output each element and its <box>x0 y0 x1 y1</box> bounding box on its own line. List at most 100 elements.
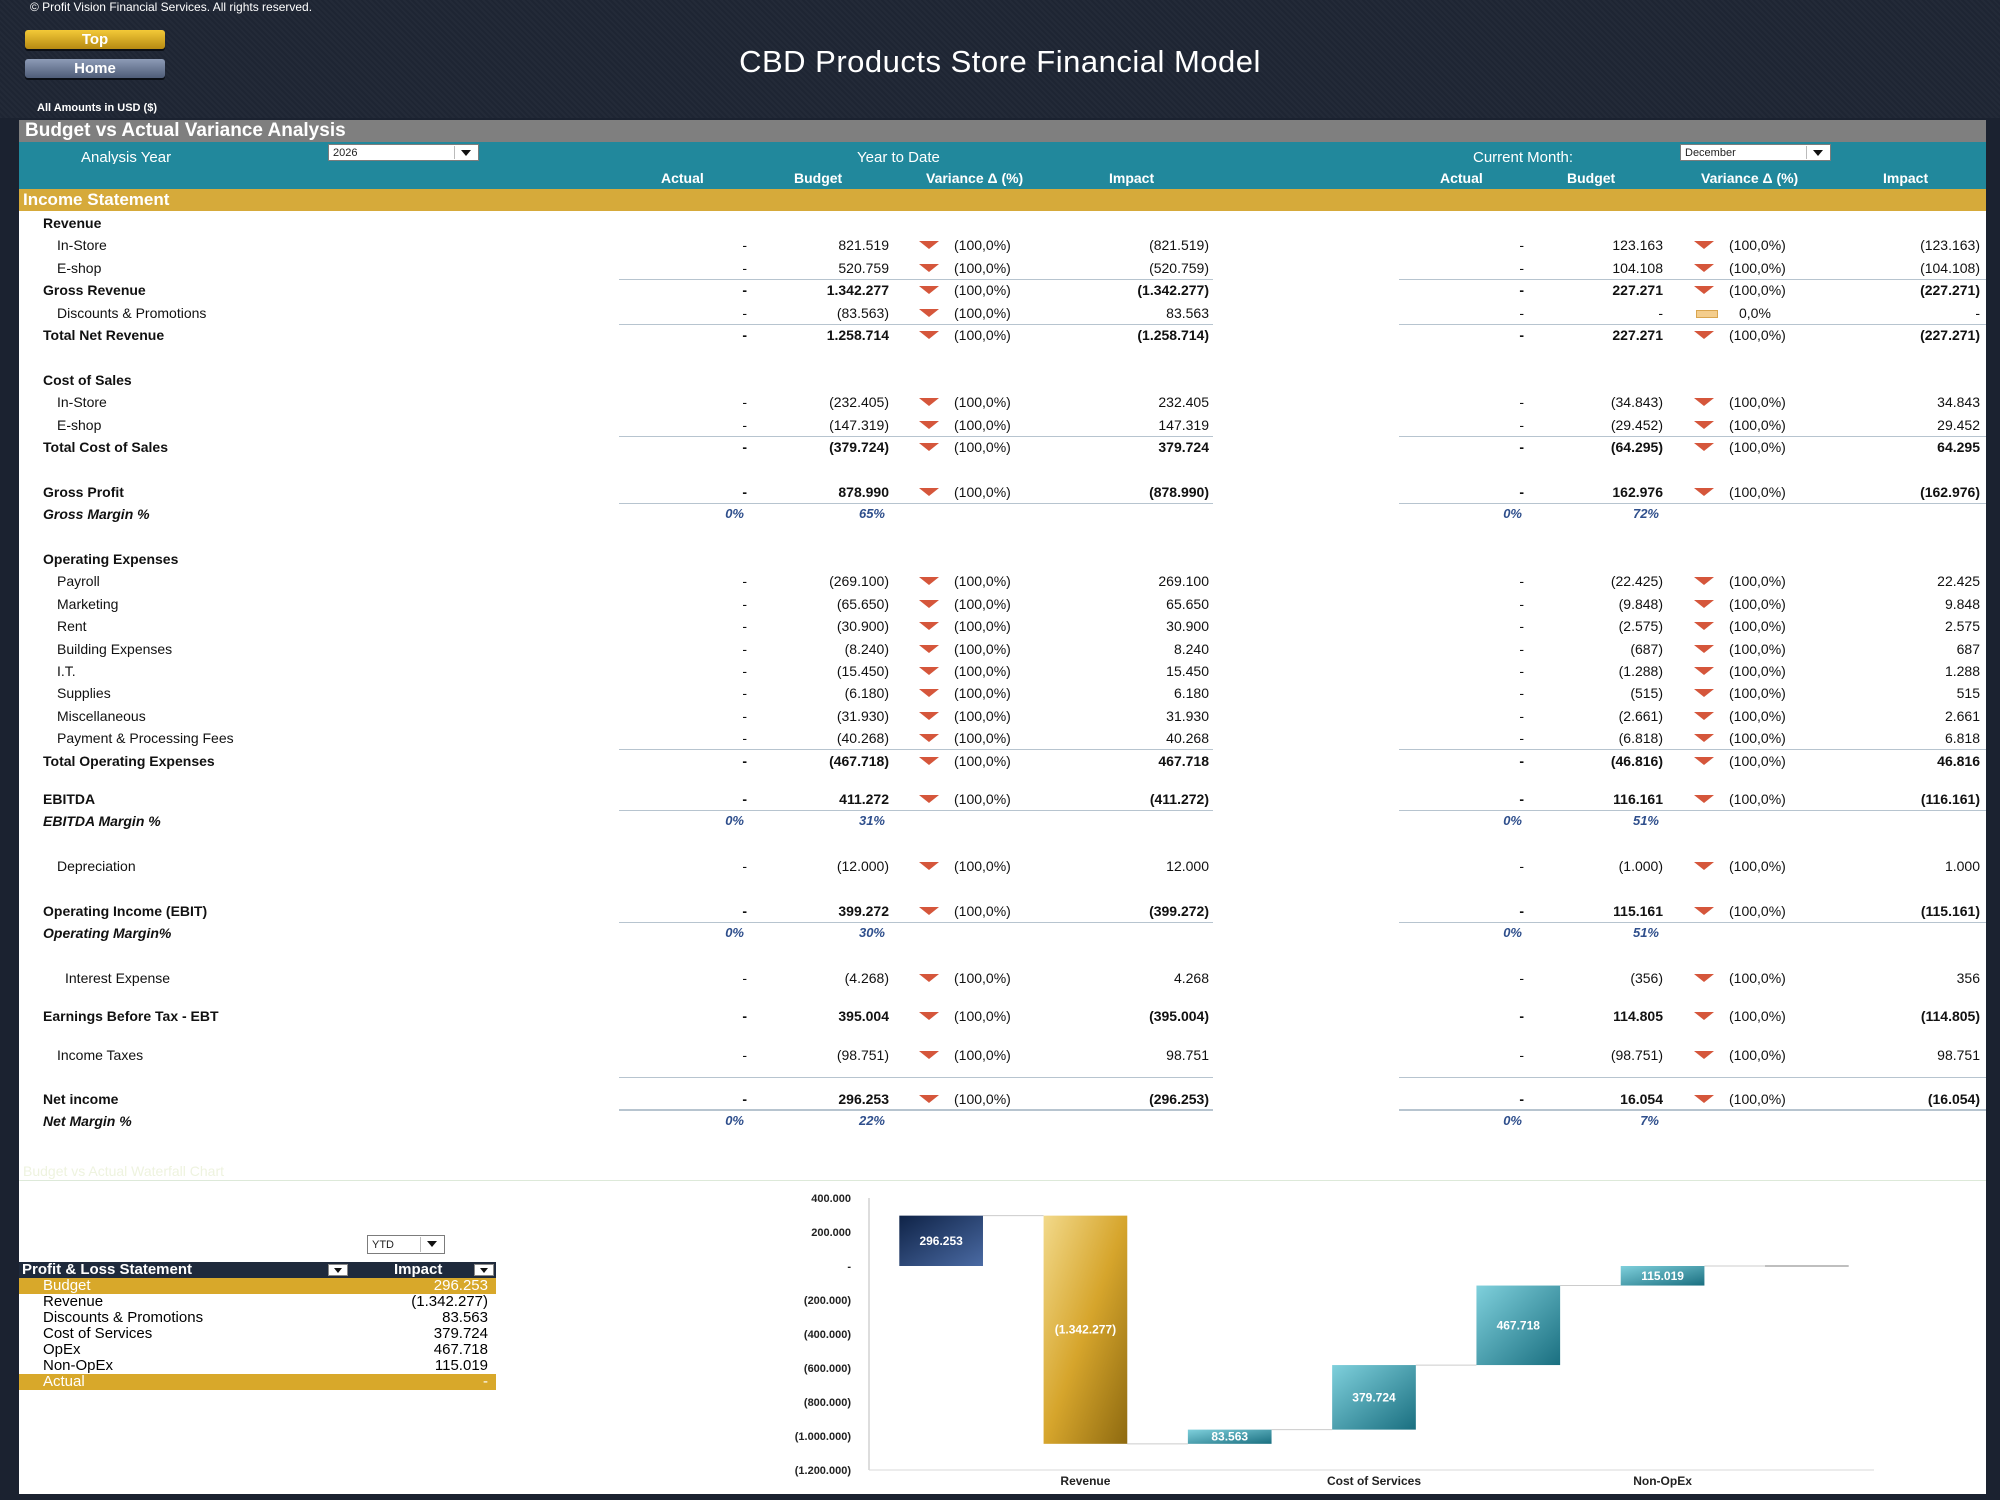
month-actual-value: - <box>1519 483 1524 500</box>
down-arrow-icon <box>1694 599 1714 608</box>
ytd-budget-value: (98.751) <box>836 1046 889 1063</box>
row-label: Revenue <box>43 215 102 231</box>
ytd-impact-value: 98.751 <box>1166 1046 1209 1063</box>
row-divider <box>1399 278 1986 280</box>
ytd-actual-value: - <box>742 1008 747 1025</box>
ytd-variance-value: (100,0%) <box>954 595 1011 612</box>
month-budget-margin: 72% <box>1632 506 1659 522</box>
down-arrow-icon <box>919 398 939 407</box>
filter-dropdown-icon[interactable] <box>474 1264 494 1276</box>
ytd-impact-value: 269.100 <box>1158 573 1209 590</box>
pl-row-value: 467.718 <box>433 1341 488 1358</box>
ytd-actual-value: - <box>742 327 747 343</box>
month-impact-value: (114.805) <box>1920 1008 1980 1025</box>
ytd-actual-value: - <box>742 439 747 455</box>
category-label: Revenue <box>1060 1474 1110 1488</box>
month-variance-value: (100,0%) <box>1729 640 1786 657</box>
filter-dropdown-icon[interactable] <box>328 1264 348 1276</box>
month-budget-value: (1.288) <box>1618 663 1663 679</box>
ytd-variance-value: (100,0%) <box>954 237 1011 254</box>
month-budget-value: (6.818) <box>1618 730 1663 747</box>
month-variance-value: (100,0%) <box>1729 752 1786 769</box>
ytd-impact-value: (296.253) <box>1149 1091 1209 1107</box>
home-button[interactable]: Home <box>25 59 165 78</box>
ytd-budget-value: 395.004 <box>838 1008 889 1025</box>
ytd-budget-value: (467.718) <box>829 752 889 769</box>
ytd-impact-value: 379.724 <box>1158 439 1209 455</box>
month-impact-value: (116.161) <box>1920 791 1980 807</box>
month-actual-value: - <box>1519 327 1524 343</box>
month-actual-value: - <box>1519 752 1524 769</box>
ytd-variance-value: (100,0%) <box>954 791 1011 807</box>
worksheet: Budget vs Actual Variance Analysis Analy… <box>19 120 1986 1494</box>
month-budget-value: (1.000) <box>1618 858 1663 875</box>
down-arrow-icon <box>1694 577 1714 586</box>
month-variance-value: (100,0%) <box>1729 858 1786 875</box>
ytd-budget-value: (30.900) <box>836 618 889 635</box>
down-arrow-icon <box>1694 1050 1714 1059</box>
month-variance-value: 0,0% <box>1739 304 1771 321</box>
analysis-year-dropdown[interactable]: 2026 <box>328 144 479 161</box>
ytd-variance-value: (100,0%) <box>954 282 1011 299</box>
chevron-down-icon[interactable] <box>1806 146 1829 159</box>
row-label: Discounts & Promotions <box>57 304 207 321</box>
ytd-impact-value: 6.180 <box>1173 685 1209 702</box>
ytd-impact-value: 12.000 <box>1166 858 1209 875</box>
month-impact-value: (104.108) <box>1920 259 1980 276</box>
month-impact-value: 356 <box>1956 969 1980 986</box>
down-arrow-icon <box>1694 331 1714 339</box>
ytd-impact-value: (395.004) <box>1149 1008 1209 1025</box>
down-arrow-icon <box>1694 286 1714 295</box>
month-actual-value: - <box>1519 685 1524 702</box>
month-impact-value: 2.661 <box>1944 707 1980 724</box>
copyright-text: © Profit Vision Financial Services. All … <box>30 0 313 14</box>
ytd-impact-value: 83.563 <box>1166 304 1209 321</box>
row-label: Total Cost of Sales <box>43 439 168 455</box>
chevron-down-icon[interactable] <box>420 1237 443 1252</box>
ytd-actual-value: - <box>742 1091 747 1107</box>
no-change-indicator <box>1696 309 1718 318</box>
month-actual-value: - <box>1519 237 1524 254</box>
row-label: Net income <box>43 1091 119 1107</box>
down-arrow-icon <box>919 308 939 317</box>
month-budget-value: 115.161 <box>1613 903 1663 919</box>
period-dropdown[interactable]: YTD <box>367 1235 445 1254</box>
bar-2 <box>1187 1429 1272 1444</box>
ytd-variance-value: (100,0%) <box>954 259 1011 276</box>
month-actual-value: - <box>1519 1008 1524 1025</box>
month-actual-value: - <box>1519 663 1524 679</box>
data-label: 115.019 <box>1641 1269 1684 1283</box>
pl-row-value: (1.342.277) <box>411 1293 488 1310</box>
row-label: Rent <box>57 618 87 635</box>
top-button[interactable]: Top <box>25 30 165 49</box>
month-budget-value: 162.976 <box>1612 483 1663 500</box>
chevron-down-icon[interactable] <box>454 146 477 159</box>
ytd-budget-value: 1.258.714 <box>826 327 889 343</box>
category-label: Discounts &... <box>1190 1486 1270 1488</box>
down-arrow-icon <box>1694 1012 1714 1021</box>
chart-divider <box>19 1180 1986 1181</box>
month-actual-value: - <box>1519 416 1524 433</box>
down-arrow-icon <box>919 577 939 586</box>
month-actual-value: - <box>1519 439 1524 455</box>
ytd-actual-value: - <box>742 416 747 433</box>
ytd-impact-value: (520.759) <box>1149 259 1209 276</box>
month-variance-value: (100,0%) <box>1729 573 1786 590</box>
row-label: Marketing <box>57 595 119 612</box>
ytd-actual-value: - <box>742 237 747 254</box>
ytd-budget-margin: 31% <box>858 813 885 829</box>
current-month-dropdown[interactable]: December <box>1680 144 1831 161</box>
ytd-budget-value: (232.405) <box>829 394 889 411</box>
ytd-variance-value: (100,0%) <box>954 573 1011 590</box>
ytd-budget-value: 296.253 <box>838 1091 889 1107</box>
ytd-actual-value: - <box>742 752 747 769</box>
ytd-budget-value: (269.100) <box>829 573 889 590</box>
month-impact-value: 64.295 <box>1937 439 1980 455</box>
month-budget-value: (34.843) <box>1610 394 1663 411</box>
down-arrow-icon <box>919 331 939 339</box>
chart-section-title: Budget vs Actual Waterfall Chart <box>23 1163 225 1179</box>
month-budget-value: 16.054 <box>1620 1091 1663 1107</box>
down-arrow-icon <box>919 241 939 250</box>
ytd-actual-value: - <box>742 259 747 276</box>
down-arrow-icon <box>919 907 939 915</box>
